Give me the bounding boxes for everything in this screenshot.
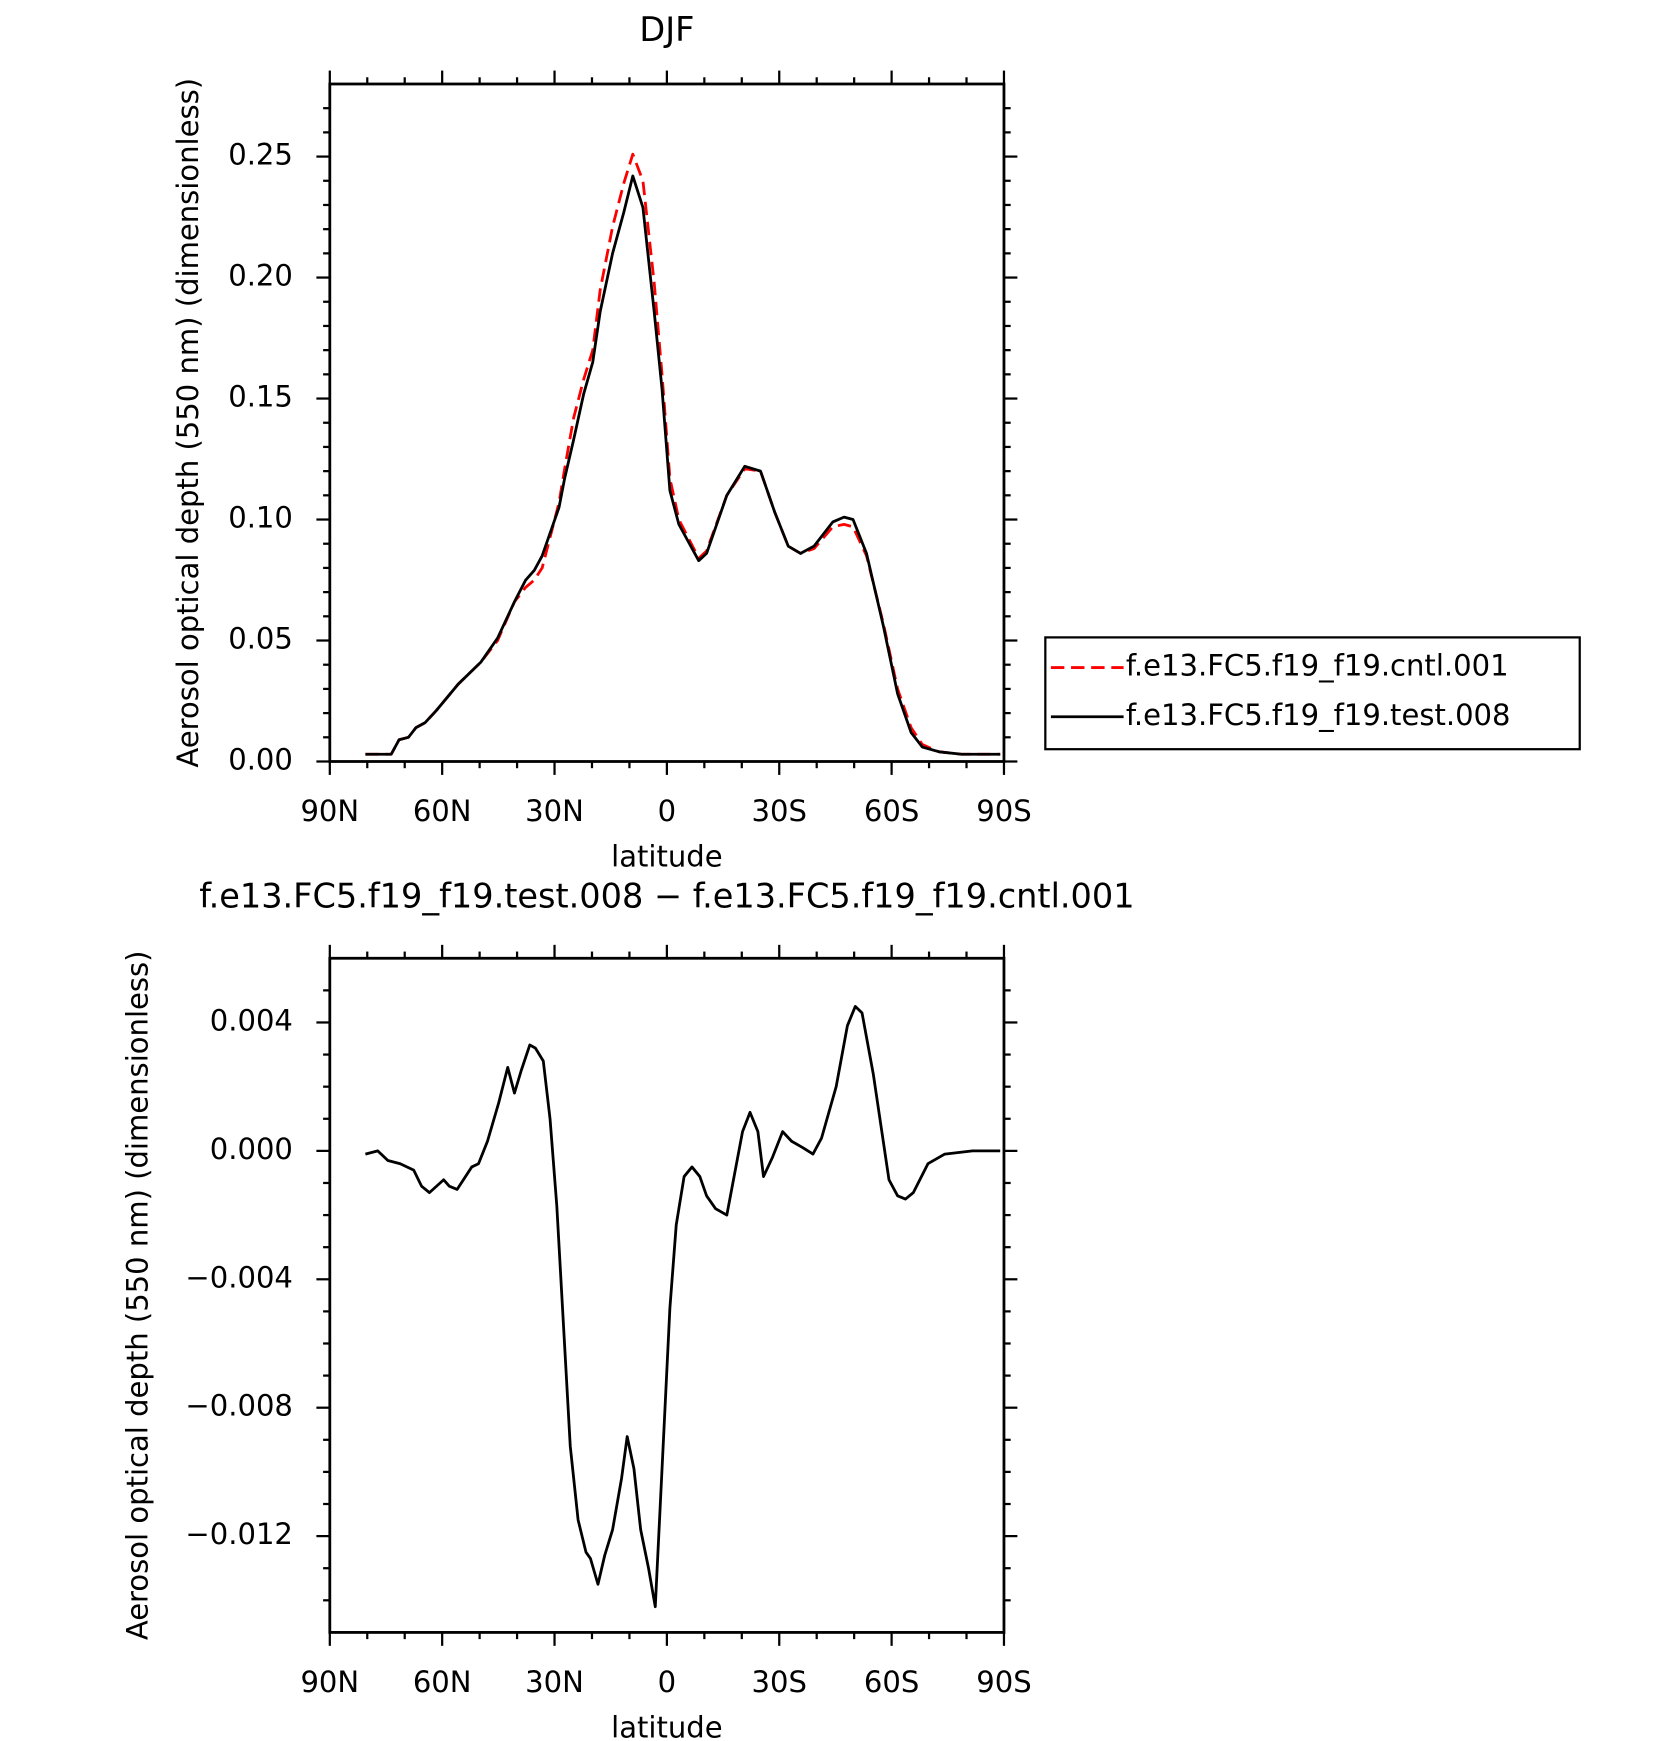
x-tick-label: 90N — [300, 1665, 359, 1699]
x-tick-label: 60N — [413, 1665, 472, 1699]
data-line — [365, 1005, 1001, 1609]
x-tick-label: 30S — [752, 794, 807, 828]
y-tick-label: −0.008 — [185, 1389, 292, 1423]
y-tick-label: 0.00 — [228, 742, 293, 776]
y-tick-label: −0.012 — [185, 1517, 292, 1551]
chart-title: DJF — [639, 10, 694, 49]
y-tick-label: 0.05 — [228, 622, 293, 656]
x-tick-label: 60N — [413, 794, 472, 828]
legend-label: f.e13.FC5.f19_f19.test.008 — [1126, 698, 1511, 732]
x-tick-label: 30N — [525, 794, 584, 828]
data-line — [365, 152, 1001, 756]
x-axis-label: latitude — [611, 840, 722, 874]
x-tick-label: 30N — [525, 1665, 584, 1699]
x-tick-label: 60S — [864, 1665, 919, 1699]
y-tick-label: 0.004 — [210, 1003, 293, 1037]
y-tick-label: 0.10 — [228, 501, 293, 535]
legend-box — [1044, 636, 1581, 751]
chart-title: f.e13.FC5.f19_f19.test.008 − f.e13.FC5.f… — [199, 876, 1134, 915]
x-axis-label: latitude — [611, 1711, 722, 1741]
x-tick-label: 0 — [658, 1665, 676, 1699]
x-tick-label: 0 — [658, 794, 676, 828]
data-line — [365, 174, 1001, 756]
y-tick-label: 0.20 — [228, 259, 293, 293]
x-tick-label: 90S — [976, 1665, 1031, 1699]
y-tick-label: −0.004 — [185, 1260, 292, 1294]
x-tick-label: 60S — [864, 794, 919, 828]
plot-frame — [328, 82, 1006, 763]
y-axis-label: Aerosol optical depth (550 nm) (dimensio… — [121, 951, 155, 1641]
plot-frame — [328, 956, 1006, 1634]
y-tick-label: 0.15 — [228, 380, 293, 414]
y-tick-label: 0.000 — [210, 1132, 293, 1166]
y-tick-label: 0.25 — [228, 138, 293, 172]
x-tick-label: 30S — [752, 1665, 807, 1699]
x-tick-label: 90S — [976, 794, 1031, 828]
x-tick-label: 90N — [300, 794, 359, 828]
legend-label: f.e13.FC5.f19_f19.cntl.001 — [1126, 649, 1509, 683]
y-axis-label: Aerosol optical depth (550 nm) (dimensio… — [171, 78, 205, 768]
